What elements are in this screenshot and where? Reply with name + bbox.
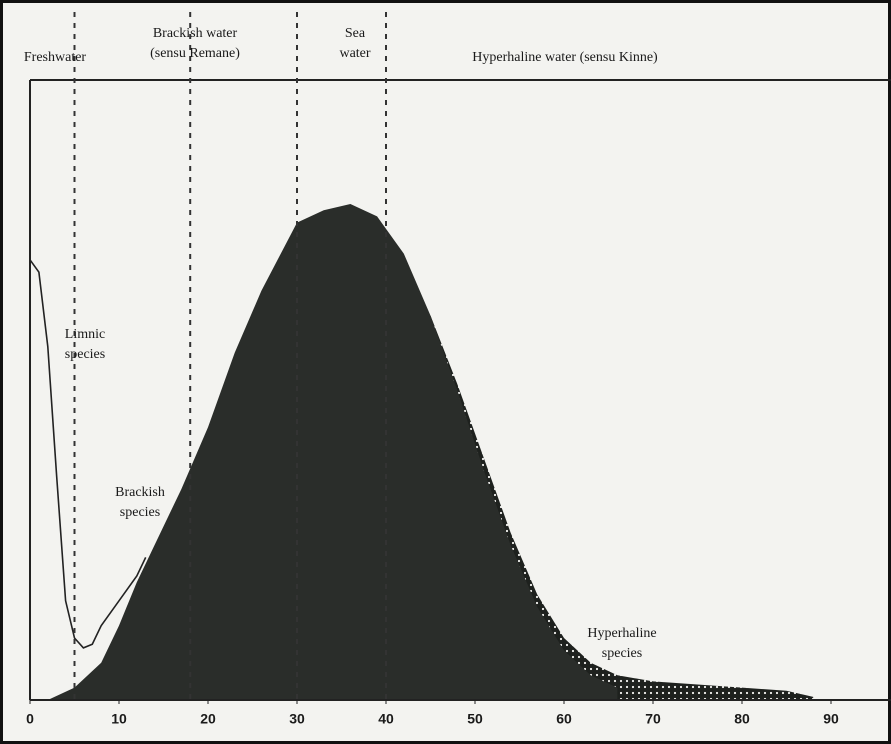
curve-label: species: [602, 646, 642, 661]
zone-label: Freshwater: [24, 50, 87, 65]
zone-label: water: [339, 46, 370, 61]
x-tick-label: 10: [111, 711, 127, 727]
curve-label: Brackish: [115, 485, 165, 500]
x-tick-label: 0: [26, 711, 34, 727]
species-line: [29, 259, 147, 649]
x-tick-label: 60: [556, 711, 572, 727]
x-tick-label: 50: [467, 711, 483, 727]
x-tick-label: 40: [378, 711, 394, 727]
curve-label: Limnic: [65, 327, 105, 342]
x-tick-label: 20: [200, 711, 216, 727]
curve-label: Hyperhaline: [587, 626, 656, 641]
zone-label: Brackish water: [153, 26, 238, 41]
curve-label: species: [120, 505, 160, 520]
x-tick-label: 30: [289, 711, 305, 727]
zone-label: (sensu Remane): [150, 46, 240, 61]
zone-label: Sea: [345, 26, 366, 41]
x-tick-label: 70: [645, 711, 661, 727]
curve-label: species: [65, 347, 105, 362]
x-tick-label: 80: [734, 711, 750, 727]
x-tick-label: 90: [823, 711, 839, 727]
zone-label: Hyperhaline water (sensu Kinne): [472, 50, 658, 65]
